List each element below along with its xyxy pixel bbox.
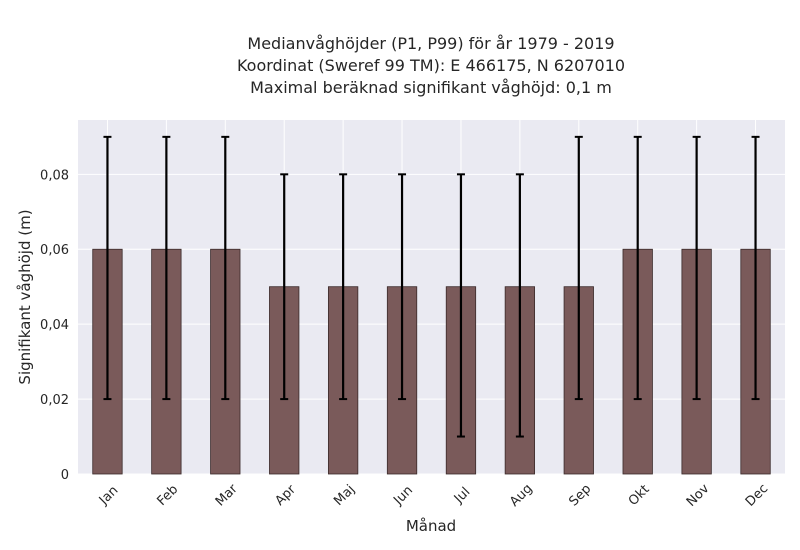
x-tick-label: Nov bbox=[684, 481, 713, 510]
errorbar-dec bbox=[751, 135, 760, 401]
x-tick-label: Dec bbox=[743, 481, 771, 509]
chart-title-line-3: Maximal beräknad signifikant våghöjd: 0,… bbox=[250, 78, 612, 97]
x-tick-label: Aug bbox=[507, 481, 536, 510]
x-tick-label: Okt bbox=[626, 482, 653, 509]
errorbar-nov bbox=[692, 135, 701, 401]
errorbar-apr bbox=[280, 173, 289, 401]
y-axis-label: Signifikant våghöjd (m) bbox=[16, 209, 34, 384]
errorbar-aug bbox=[515, 173, 524, 438]
y-axis-ticks: 0 0,02 0,04 0,06 0,08 bbox=[40, 168, 69, 483]
chart-title-line-1: Medianvåghöjder (P1, P99) för år 1979 - … bbox=[247, 34, 615, 53]
y-tick-label: 0 bbox=[61, 468, 69, 483]
x-tick-label: Jul bbox=[451, 485, 473, 507]
y-tick-label: 0,06 bbox=[40, 243, 69, 258]
y-tick-label: 0,04 bbox=[40, 318, 69, 333]
errorbar-jan bbox=[103, 135, 112, 401]
x-tick-label: Apr bbox=[272, 482, 299, 509]
chart-title-line-2: Koordinat (Sweref 99 TM): E 466175, N 62… bbox=[236, 56, 626, 75]
errorbar-jul bbox=[456, 173, 465, 438]
x-axis-ticks: Jan Feb Mar Apr Maj Jun Jul Aug Sep Okt Nov Dec bbox=[96, 481, 771, 510]
errorbar-maj bbox=[339, 173, 348, 401]
chart-title: Medianvåghöjder (P1, P99) för år 1979 - … bbox=[0, 33, 800, 99]
errorbar-jun bbox=[398, 173, 407, 401]
errorbar-feb bbox=[162, 135, 171, 401]
x-tick-label: Jun bbox=[390, 483, 416, 509]
x-tick-label: Jan bbox=[96, 483, 121, 508]
y-tick-label: 0,08 bbox=[40, 168, 69, 183]
x-tick-label: Feb bbox=[154, 482, 181, 509]
x-tick-label: Mar bbox=[213, 481, 241, 509]
y-tick-label: 0,02 bbox=[40, 393, 69, 408]
plot-area bbox=[78, 120, 785, 474]
x-tick-label: Maj bbox=[331, 482, 358, 509]
errorbar-okt bbox=[633, 135, 642, 401]
error-bars bbox=[103, 135, 760, 438]
x-axis-label: Månad bbox=[406, 517, 456, 535]
x-tick-label: Sep bbox=[566, 482, 594, 510]
errorbar-mar bbox=[221, 135, 230, 401]
errorbar-sep bbox=[574, 135, 583, 401]
